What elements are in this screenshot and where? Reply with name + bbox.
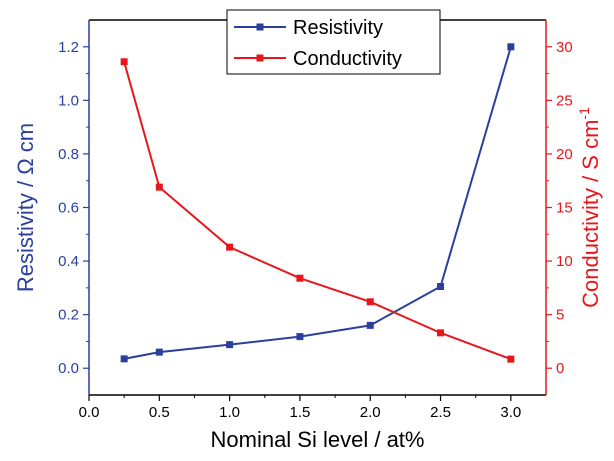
y-right-axis-title-main: Conductivity / S cm <box>578 120 603 308</box>
y-right-tick-label: 0 <box>556 360 564 377</box>
x-tick-label: 1.5 <box>289 404 310 421</box>
axes: 0.0 0.5 1.0 1.5 2.0 2.5 3.0 0.0 0.2 0.4 0.6 0.8 1.0 1… <box>13 19 603 452</box>
data-point-resistivity <box>226 341 234 349</box>
data-point-conductivity <box>155 183 163 191</box>
data-point-conductivity <box>507 355 515 363</box>
y-left-axis-title: Resistivity / Ω cm <box>13 123 38 292</box>
y-left-tick-label: 0.2 <box>58 307 79 324</box>
legend-box <box>226 9 441 75</box>
x-tick-label: 3.0 <box>500 404 521 421</box>
data-point-resistivity <box>437 283 445 291</box>
x-tick-label: 0.5 <box>149 404 170 421</box>
data-point-conductivity <box>120 58 128 66</box>
y-right-tick-label: 15 <box>556 200 573 217</box>
legend-marker-conductivity <box>256 54 264 62</box>
y-right-axis-title-superscript: -1 <box>576 107 592 120</box>
x-tick-label: 2.0 <box>360 404 381 421</box>
series-line-resistivity <box>123 46 512 360</box>
data-point-resistivity <box>366 321 374 329</box>
data-point-resistivity <box>296 333 304 341</box>
x-tick-label: 0.0 <box>79 404 100 421</box>
data-point-conductivity <box>437 329 445 337</box>
x-tick-label: 2.5 <box>430 404 451 421</box>
data-point-conductivity <box>226 243 234 251</box>
y-right-axis-title: Conductivity / S cm-1 <box>576 107 603 308</box>
y-right-tick-label: 20 <box>556 146 573 163</box>
data-point-conductivity <box>296 274 304 282</box>
x-axis-title: Nominal Si level / at% <box>211 427 425 452</box>
data-point-resistivity <box>507 43 515 51</box>
y-left-tick-label: 1.0 <box>58 92 79 109</box>
legend-label-conductivity: Conductivity <box>293 48 402 70</box>
x-tick-label: 1.0 <box>219 404 240 421</box>
series-layer <box>120 43 515 363</box>
y-left-tick-label: 0.8 <box>58 146 79 163</box>
y-left-tick-label: 0.0 <box>58 360 79 377</box>
data-point-resistivity <box>120 355 128 363</box>
y-right-tick-label: 25 <box>556 92 573 109</box>
y-right-tick-label: 30 <box>556 39 573 56</box>
legend: Resistivity Conductivity <box>226 9 441 75</box>
series-line-conductivity <box>123 61 512 361</box>
y-right-tick-label: 10 <box>556 253 573 270</box>
y-left-tick-label: 0.6 <box>58 200 79 217</box>
y-right-tick-label: 5 <box>556 307 564 324</box>
y-left-tick-label: 0.4 <box>58 253 79 270</box>
legend-marker-resistivity <box>256 23 264 31</box>
data-point-conductivity <box>366 298 374 306</box>
legend-label-resistivity: Resistivity <box>293 17 383 39</box>
y-left-tick-label: 1.2 <box>58 39 79 56</box>
data-point-resistivity <box>155 348 163 356</box>
